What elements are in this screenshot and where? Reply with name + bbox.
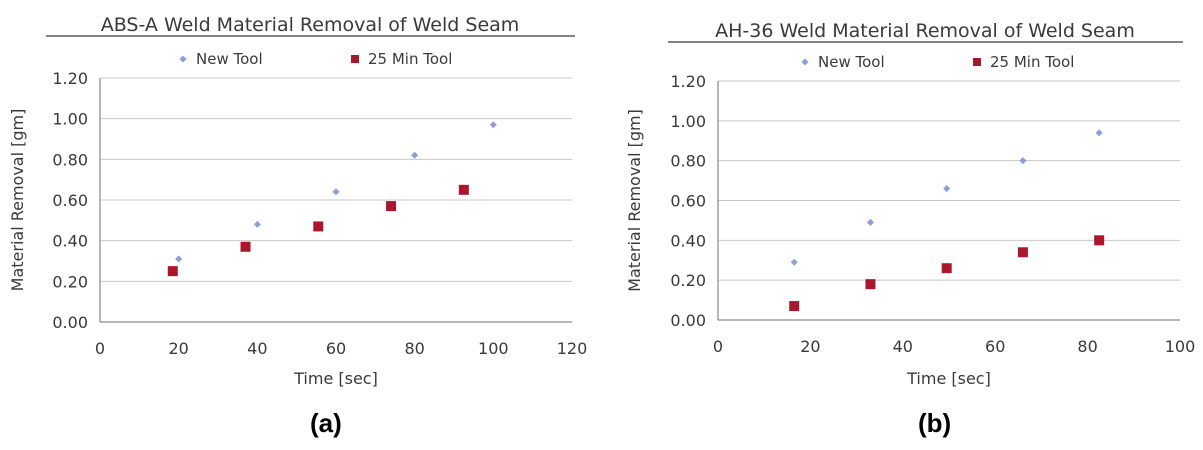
chart-a-x-tick-label: 20	[168, 339, 188, 358]
chart-a-legend-label-1: 25 Min Tool	[368, 50, 452, 68]
chart-b-x-tick-label: 80	[1077, 337, 1097, 356]
chart-a-x-tick-label: 40	[247, 339, 267, 358]
chart-b-y-tick-label: 0.00	[670, 311, 706, 330]
chart-a-legend-marker-1	[351, 55, 359, 63]
chart-b-x-axis-label: Time [sec]	[906, 369, 991, 388]
chart-b-legend-label-0: New Tool	[818, 53, 885, 71]
chart-b-point-25min-tool	[1094, 235, 1104, 245]
chart-b-y-tick-label: 1.00	[670, 112, 706, 131]
chart-a-y-tick-label: 0.00	[52, 313, 88, 332]
chart-b-point-new-tool	[1096, 129, 1103, 136]
chart-b-x-tick-label: 0	[713, 337, 723, 356]
chart-a-point-25min-tool	[241, 242, 251, 252]
chart-a-svg: ABS-A Weld Material Removal of Weld Seam…	[0, 0, 590, 395]
chart-a-y-tick-label: 0.40	[52, 232, 88, 251]
chart-b-y-tick-label: 0.40	[670, 231, 706, 250]
chart-a-y-tick-label: 1.00	[52, 110, 88, 129]
chart-panel-a: ABS-A Weld Material Removal of Weld Seam…	[0, 0, 590, 395]
chart-b-y-tick-label: 1.20	[670, 72, 706, 91]
chart-b-x-tick-label: 40	[893, 337, 913, 356]
chart-a-point-new-tool	[490, 121, 497, 128]
chart-b-point-new-tool	[867, 219, 874, 226]
chart-panel-b: AH-36 Weld Material Removal of Weld Seam…	[615, 0, 1203, 395]
chart-a-y-tick-label: 0.60	[52, 191, 88, 210]
caption-b: (b)	[918, 408, 951, 439]
chart-b-point-new-tool	[791, 259, 798, 266]
chart-a-title: ABS-A Weld Material Removal of Weld Seam	[101, 14, 520, 36]
chart-b-y-axis-label: Material Removal [gm]	[625, 109, 644, 292]
chart-b-svg: AH-36 Weld Material Removal of Weld Seam…	[615, 0, 1203, 395]
chart-b-x-tick-label: 20	[800, 337, 820, 356]
chart-b-y-tick-label: 0.60	[670, 192, 706, 211]
caption-a: (a)	[310, 408, 342, 439]
chart-a-point-25min-tool	[459, 185, 469, 195]
chart-a-y-tick-label: 0.20	[52, 272, 88, 291]
chart-a-point-new-tool	[411, 152, 418, 159]
chart-b-y-tick-label: 0.80	[670, 152, 706, 171]
chart-a-x-tick-label: 60	[326, 339, 346, 358]
chart-b-title: AH-36 Weld Material Removal of Weld Seam	[715, 20, 1135, 42]
chart-a-x-tick-label: 0	[95, 339, 105, 358]
chart-b-y-tick-label: 0.20	[670, 271, 706, 290]
chart-b-point-25min-tool	[865, 279, 875, 289]
chart-b-point-25min-tool	[1018, 247, 1028, 257]
chart-a-point-25min-tool	[168, 266, 178, 276]
chart-a-x-tick-label: 120	[557, 339, 588, 358]
chart-b-point-new-tool	[1019, 157, 1026, 164]
chart-a-y-tick-label: 1.20	[52, 69, 88, 88]
chart-a-x-tick-label: 100	[478, 339, 509, 358]
chart-b-x-tick-label: 60	[985, 337, 1005, 356]
chart-b-point-25min-tool	[942, 263, 952, 273]
chart-b-legend-marker-0	[801, 58, 808, 65]
chart-a-x-axis-label: Time [sec]	[293, 369, 378, 388]
chart-a-legend-label-0: New Tool	[196, 50, 263, 68]
chart-a-point-new-tool	[332, 188, 339, 195]
chart-a-y-tick-label: 0.80	[52, 150, 88, 169]
chart-a-point-new-tool	[254, 221, 261, 228]
chart-b-x-tick-label: 100	[1165, 337, 1196, 356]
chart-b-point-25min-tool	[789, 301, 799, 311]
chart-a-point-new-tool	[175, 255, 182, 262]
chart-a-point-25min-tool	[313, 221, 323, 231]
chart-a-y-axis-label: Material Removal [gm]	[8, 109, 27, 292]
chart-b-legend-marker-1	[973, 58, 981, 66]
chart-a-point-25min-tool	[386, 201, 396, 211]
chart-a-legend-marker-0	[179, 55, 186, 62]
chart-a-x-tick-label: 80	[404, 339, 424, 358]
chart-b-point-new-tool	[943, 185, 950, 192]
chart-b-legend-label-1: 25 Min Tool	[990, 53, 1074, 71]
